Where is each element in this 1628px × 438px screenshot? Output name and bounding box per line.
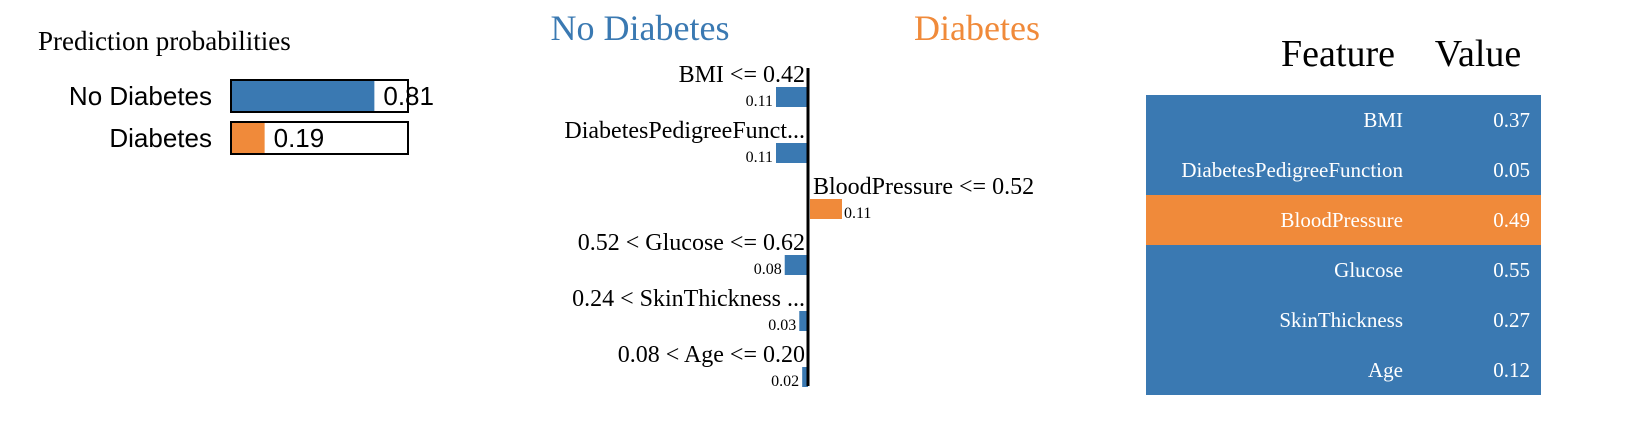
prediction-probabilities-title: Prediction probabilities [38,26,291,56]
table-cell-feature: SkinThickness [1279,308,1403,332]
feature-weight-label: 0.11 [746,149,773,166]
table-cell-value: 0.27 [1493,308,1530,332]
table-cell-feature: Glucose [1334,258,1403,282]
feature-weight-label: 0.02 [771,373,799,390]
proba-value-label: 0.19 [274,123,325,153]
table-cell-value: 0.55 [1493,258,1530,282]
feature-weight-bar [784,255,808,275]
feature-rule-label: 0.52 < Glucose <= 0.62 [578,230,805,256]
table-row [1146,195,1541,245]
feature-rule-label: DiabetesPedigreeFunct... [564,118,805,144]
feature-weight-label: 0.03 [768,317,796,334]
feature-weight-bar [810,199,842,219]
table-cell-value: 0.05 [1493,158,1530,182]
proba-bar [232,123,265,153]
proba-label: Diabetes [109,123,212,153]
table-row [1146,295,1541,345]
table-cell-value: 0.49 [1493,208,1530,232]
table-cell-feature: DiabetesPedigreeFunction [1181,158,1403,182]
feature-weights-panel: No Diabetes Diabetes BMI <= 0.42 0.11 Diab… [551,8,1040,390]
proba-value-label: 0.81 [383,81,434,111]
class-label-diabetes: Diabetes [914,8,1040,48]
table-cell-value: 0.12 [1493,358,1530,382]
prediction-probabilities-panel: Prediction probabilities No Diabetes 0.81… [38,26,434,155]
table-row [1146,245,1541,295]
proba-label: No Diabetes [69,81,212,111]
table-cell-value: 0.37 [1493,108,1530,132]
proba-bar [232,81,375,111]
table-row [1146,345,1541,395]
feature-weight-bar [799,311,808,331]
table-cell-feature: BMI [1363,108,1403,132]
feature-rule-label: BloodPressure <= 0.52 [813,174,1034,200]
feature-weight-label: 0.11 [746,93,773,110]
class-label-no-diabetes: No Diabetes [551,8,730,48]
table-row [1146,95,1541,145]
table-header-value: Value [1435,33,1522,75]
feature-weight-bar [776,143,808,163]
feature-rule-label: 0.24 < SkinThickness ... [572,286,805,312]
table-cell-feature: Age [1368,358,1403,382]
feature-rule-label: 0.08 < Age <= 0.20 [618,342,805,368]
feature-rule-label: BMI <= 0.42 [679,62,805,88]
table-header-feature: Feature [1281,33,1395,75]
feature-weight-bar [802,367,808,387]
feature-weight-label: 0.11 [844,205,871,222]
feature-weight-label: 0.08 [754,261,782,278]
table-cell-feature: BloodPressure [1281,208,1404,232]
feature-value-table: Feature Value BMI 0.37 DiabetesPedigreeFun… [1146,33,1541,395]
feature-weight-bar [776,87,808,107]
table-row [1146,145,1541,195]
